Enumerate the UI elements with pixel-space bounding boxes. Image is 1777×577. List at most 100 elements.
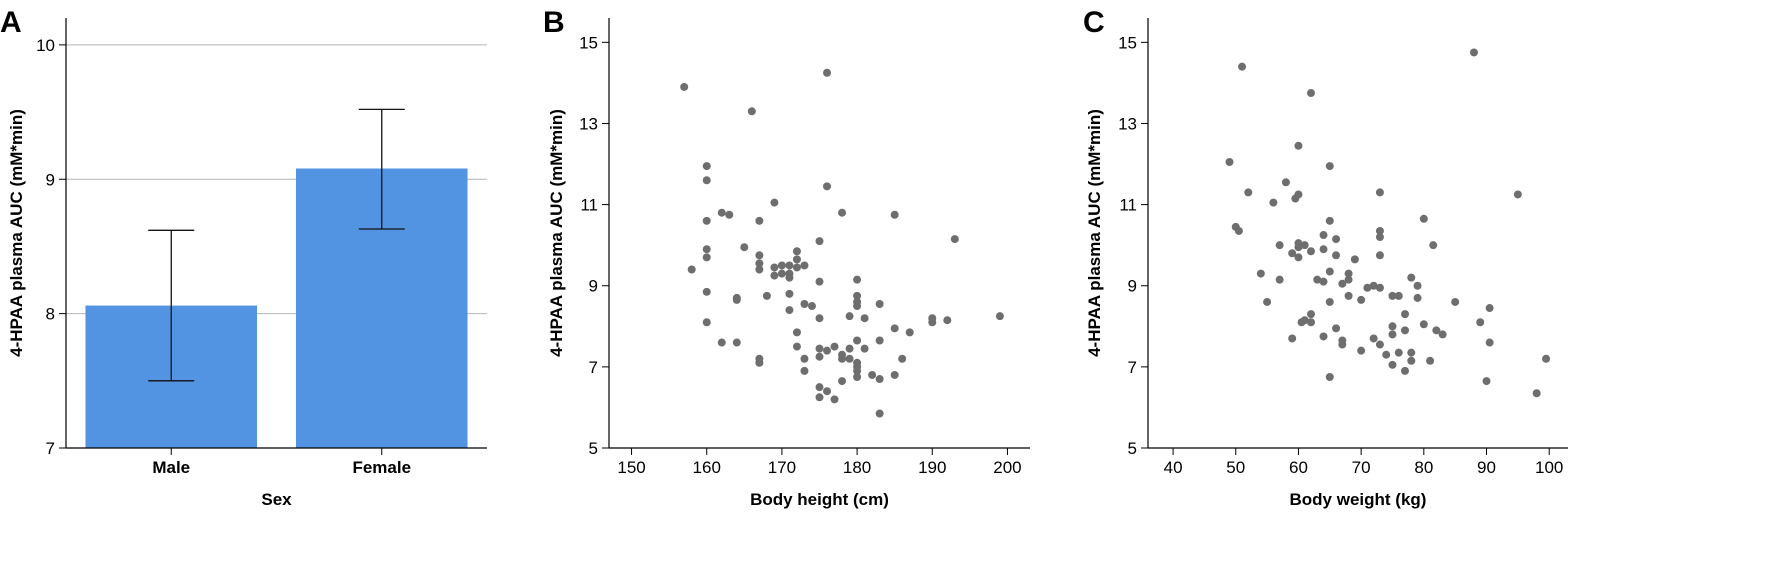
data-point	[1375, 188, 1384, 197]
data-point	[853, 275, 862, 284]
y-tick-label: 7	[1128, 358, 1137, 377]
data-point	[1357, 295, 1366, 304]
data-point	[815, 383, 824, 392]
data-point	[815, 314, 824, 323]
data-point	[1485, 338, 1494, 347]
data-point	[943, 316, 952, 325]
data-point	[1325, 216, 1334, 225]
data-point	[853, 373, 862, 382]
data-point	[792, 328, 801, 337]
data-point	[1407, 273, 1416, 282]
category-label: Female	[352, 458, 411, 477]
data-point	[875, 299, 884, 308]
data-point	[1256, 269, 1265, 278]
y-tick-label: 13	[579, 114, 598, 133]
data-point	[1419, 320, 1428, 329]
data-point	[777, 261, 786, 270]
data-point	[815, 393, 824, 402]
data-point	[702, 162, 711, 171]
data-point	[792, 263, 801, 272]
data-point	[815, 237, 824, 246]
data-point	[898, 354, 907, 363]
data-point	[1275, 275, 1284, 284]
data-point	[860, 314, 869, 323]
data-point	[1407, 356, 1416, 365]
data-point	[928, 318, 937, 327]
y-tick-label: 9	[589, 277, 598, 296]
data-point	[1225, 158, 1234, 167]
data-point	[1300, 241, 1309, 250]
data-point	[860, 344, 869, 353]
data-point	[762, 291, 771, 300]
data-point	[747, 107, 756, 116]
x-tick-label: 170	[768, 458, 796, 477]
data-point	[1401, 310, 1410, 319]
y-tick-label: 11	[580, 196, 598, 215]
data-point	[1313, 275, 1322, 284]
data-point	[770, 198, 779, 207]
data-point	[1319, 332, 1328, 341]
data-point	[1388, 322, 1397, 331]
data-point	[838, 354, 847, 363]
data-point	[1234, 226, 1243, 235]
data-point	[1426, 356, 1435, 365]
data-point	[845, 354, 854, 363]
y-tick-label: 8	[46, 305, 55, 324]
data-point	[1429, 241, 1438, 250]
data-point	[853, 291, 862, 300]
y-tick-label: 7	[589, 358, 598, 377]
data-point	[1325, 297, 1334, 306]
x-tick-label: 160	[693, 458, 721, 477]
data-point	[875, 336, 884, 345]
data-point	[800, 299, 809, 308]
data-point	[830, 342, 839, 351]
x-axis-title: Body height (cm)	[750, 490, 889, 509]
data-point	[1244, 188, 1253, 197]
y-tick-label: 10	[36, 36, 55, 55]
data-point	[702, 318, 711, 327]
data-point	[815, 352, 824, 361]
chart-panel-a: A 4-HPAA plasma AUC (mM*min) Sex 7 8 9 10 Male F…	[0, 6, 487, 509]
data-point	[823, 346, 832, 355]
data-point	[1332, 235, 1341, 244]
x-tick-label: 80	[1414, 458, 1433, 477]
data-point	[1476, 318, 1485, 327]
data-point	[875, 375, 884, 384]
data-point	[702, 216, 711, 225]
data-point	[1394, 291, 1403, 300]
data-point	[1294, 243, 1303, 252]
data-point	[1363, 283, 1372, 292]
data-point	[732, 295, 741, 304]
data-point	[1294, 253, 1303, 262]
data-point	[1325, 373, 1334, 382]
y-axis-title: 4-HPAA plasma AUC (mM*min)	[7, 109, 26, 357]
x-tick-label: 100	[1535, 458, 1563, 477]
data-point	[1238, 62, 1247, 71]
x-tick-label: 50	[1226, 458, 1245, 477]
chart-panel-b: B 4-HPAA plasma AUC (mM*min) Body height (…	[543, 6, 1030, 509]
data-point	[740, 243, 749, 252]
data-point	[1451, 297, 1460, 306]
data-point	[1432, 326, 1441, 335]
data-point	[1325, 162, 1334, 171]
y-tick-label: 15	[1118, 33, 1137, 52]
data-point	[890, 324, 899, 333]
data-point	[1542, 354, 1551, 363]
data-point	[1375, 226, 1384, 235]
y-tick-label: 15	[579, 33, 598, 52]
data-point	[838, 377, 847, 386]
x-tick-label: 70	[1352, 458, 1371, 477]
data-point	[800, 366, 809, 375]
data-point	[823, 387, 832, 396]
y-axis-title: 4-HPAA plasma AUC (mM*min)	[547, 109, 566, 357]
panel-letter: C	[1083, 6, 1105, 39]
data-point	[785, 289, 794, 298]
data-point	[1338, 340, 1347, 349]
data-point	[1350, 255, 1359, 264]
data-point	[1288, 334, 1297, 343]
data-point	[823, 68, 832, 77]
data-point	[890, 370, 899, 379]
data-point	[1482, 377, 1491, 386]
data-point	[770, 263, 779, 272]
data-point	[717, 208, 726, 217]
